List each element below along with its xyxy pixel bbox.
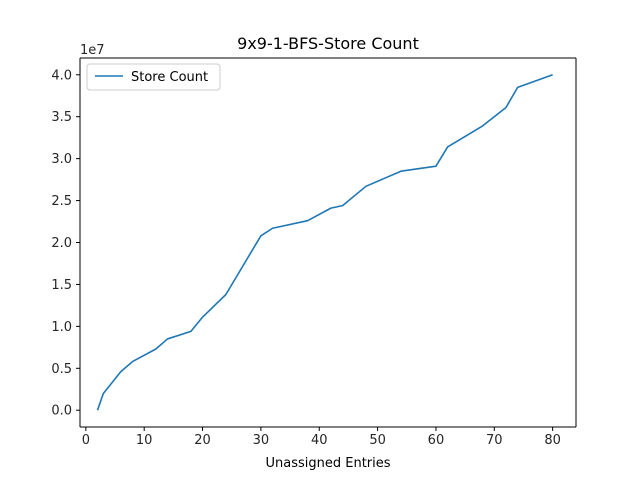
series-line-0 bbox=[96, 74, 553, 411]
legend-box bbox=[86, 63, 221, 91]
y-tick-label: 0.0 bbox=[51, 404, 72, 419]
x-tick-label: 50 bbox=[369, 433, 386, 448]
x-tick-label: 20 bbox=[194, 433, 211, 448]
y-tick-label: 4.0 bbox=[51, 68, 72, 83]
x-tick-label: 70 bbox=[486, 433, 503, 448]
axes: 0 10 20 30 40 50 60 70 80 0.0 0.5 1.0 1.5 2.0 2.5 3.0 3.… bbox=[51, 57, 577, 448]
y-tick-label: 2.0 bbox=[51, 236, 72, 251]
y-tick-label: 2.5 bbox=[51, 194, 72, 209]
x-tick-label: 80 bbox=[544, 433, 561, 448]
plot-area bbox=[80, 58, 576, 427]
chart-title: 9x9-1-BFS-Store Count bbox=[237, 34, 419, 53]
y-tick-label: 0.5 bbox=[51, 362, 72, 377]
x-tick-label: 60 bbox=[428, 433, 445, 448]
legend-label: Store Count bbox=[131, 70, 208, 85]
y-tick-label: 1.5 bbox=[51, 278, 72, 293]
y-tick-label: 3.0 bbox=[51, 152, 72, 167]
x-tick-label: 40 bbox=[311, 433, 328, 448]
x-tick-label: 0 bbox=[82, 433, 90, 448]
y-axis-offset-label: 1e7 bbox=[80, 43, 105, 58]
x-axis-label: Unassigned Entries bbox=[265, 456, 390, 471]
y-tick-label: 3.5 bbox=[51, 110, 72, 125]
x-tick-label: 30 bbox=[253, 433, 270, 448]
series-layer bbox=[96, 74, 553, 411]
plot-background bbox=[80, 58, 576, 427]
y-tick-label: 1.0 bbox=[51, 320, 72, 335]
x-tick-label: 10 bbox=[136, 433, 153, 448]
legend: Store Count bbox=[86, 63, 221, 91]
